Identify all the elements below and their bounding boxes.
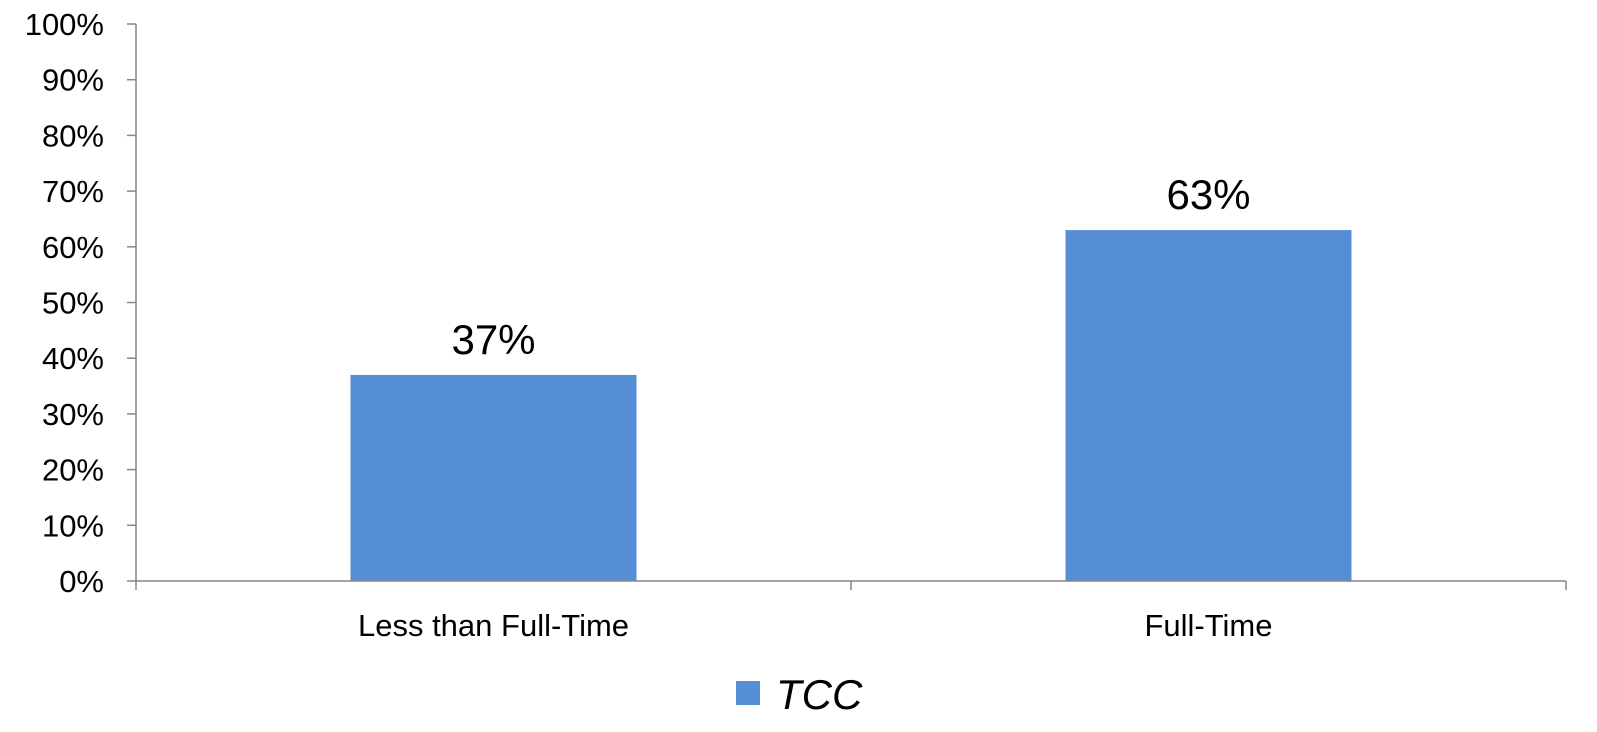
- y-tick-label: 40%: [42, 341, 104, 376]
- y-axis-ticks: 0% 10% 20% 30% 40% 50% 60% 70% 80% 90% 100%: [25, 7, 136, 599]
- y-tick-label: 50%: [42, 286, 104, 321]
- bar-full-time: [1065, 230, 1352, 581]
- y-tick-label: 90%: [42, 63, 104, 98]
- y-tick-label: 20%: [42, 453, 104, 488]
- bar-less-than-full-time: [350, 374, 637, 581]
- y-tick-label: 70%: [42, 174, 104, 209]
- axes: [135, 24, 1567, 590]
- y-tick-label: 30%: [42, 397, 104, 432]
- legend: TCC: [736, 671, 863, 718]
- legend-swatch: [736, 681, 760, 705]
- y-tick-label: 100%: [25, 7, 104, 42]
- y-tick-label: 60%: [42, 230, 104, 265]
- y-tick-label: 80%: [42, 118, 104, 153]
- data-labels: 37% 63%: [451, 171, 1250, 363]
- x-axis-labels: Less than Full-Time Full-Time: [358, 608, 1273, 643]
- y-tick-label: 0%: [59, 564, 104, 599]
- x-category-label: Less than Full-Time: [358, 608, 629, 643]
- data-label: 63%: [1166, 171, 1250, 218]
- data-label: 37%: [451, 316, 535, 363]
- bars: [350, 230, 1352, 581]
- legend-label: TCC: [776, 671, 863, 718]
- y-tick-label: 10%: [42, 508, 104, 543]
- x-category-label: Full-Time: [1144, 608, 1272, 643]
